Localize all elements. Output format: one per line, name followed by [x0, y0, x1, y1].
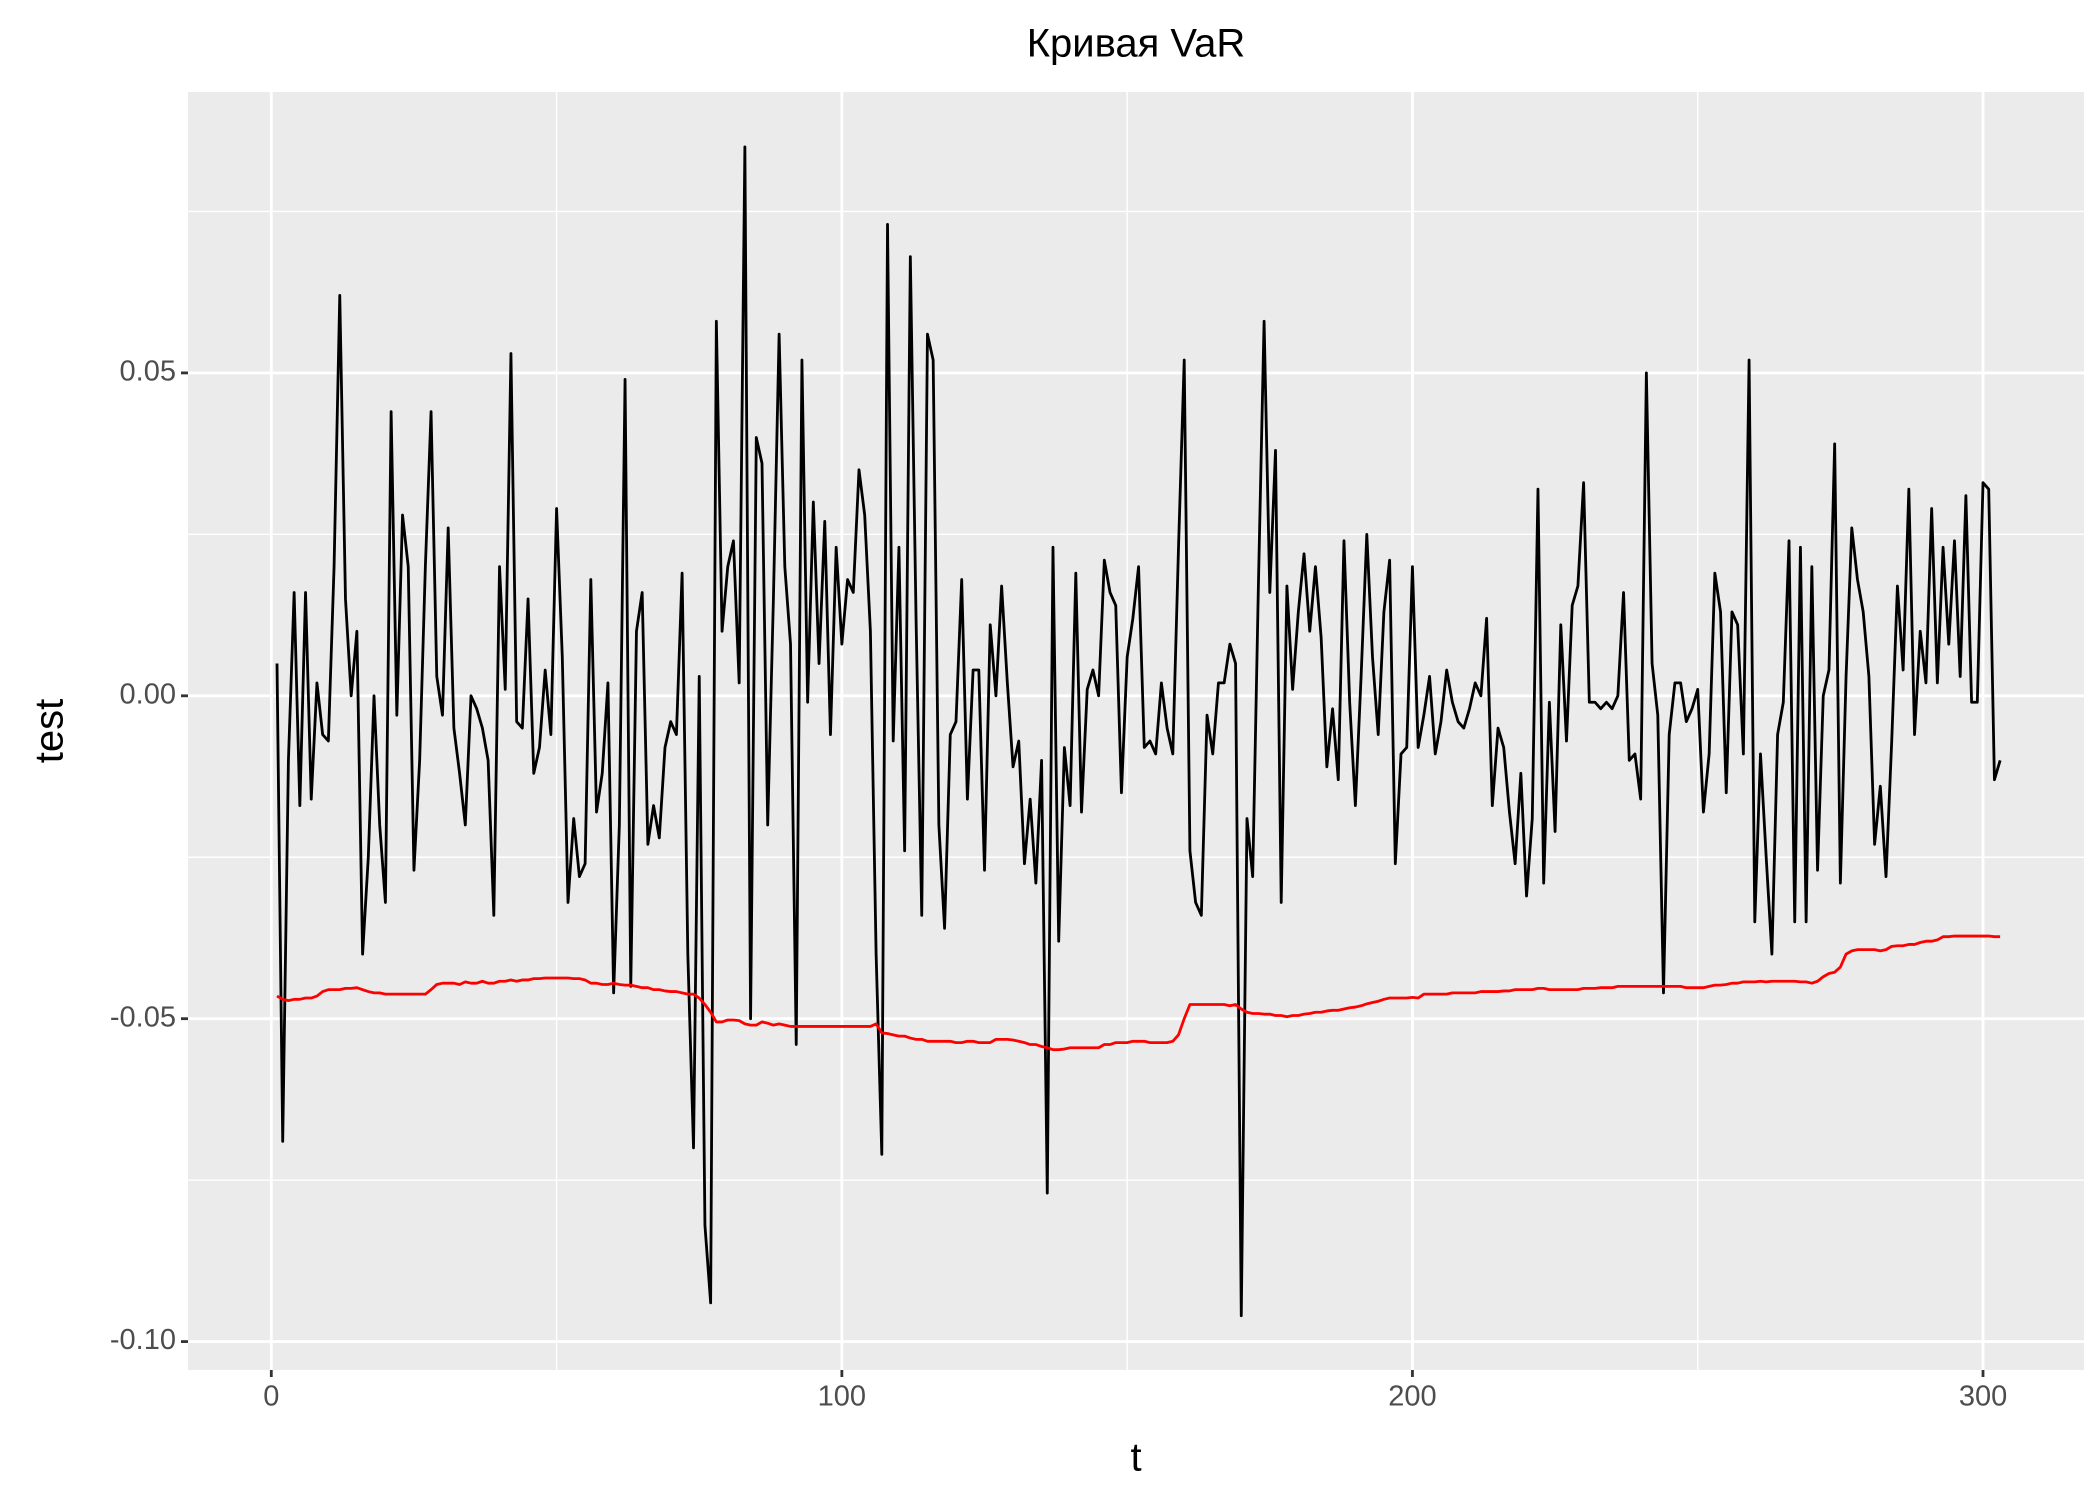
x-tick-label: 0: [263, 1381, 279, 1413]
panel: [188, 92, 2084, 1370]
chart-title: Кривая VaR: [1027, 22, 1246, 66]
x-tick-label: 200: [1388, 1381, 1436, 1413]
y-axis-title: test: [28, 699, 72, 763]
y-tick-label: -0.05: [110, 1001, 176, 1033]
y-tick-label: 0.05: [120, 356, 176, 388]
y-tick-label: 0.00: [120, 678, 176, 710]
x-tick-label: 300: [1959, 1381, 2007, 1413]
series-line: [275, 145, 2002, 1318]
x-axis-title: t: [1130, 1436, 1141, 1480]
series-line: [276, 934, 2001, 1052]
x-tick-label: 100: [818, 1381, 866, 1413]
y-tick-label: -0.10: [110, 1324, 176, 1356]
